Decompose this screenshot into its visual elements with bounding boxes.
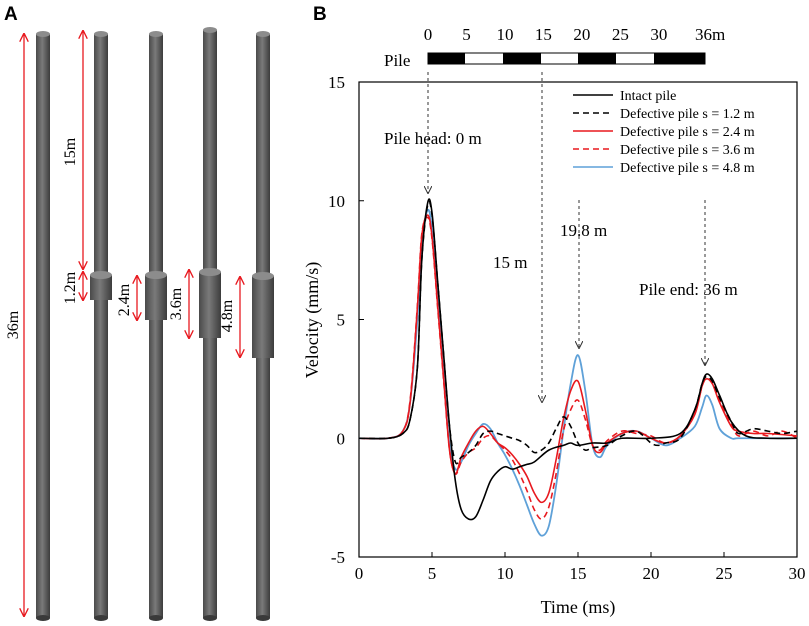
panel-a-piles <box>36 27 274 621</box>
pile-defect-2-4m <box>145 31 167 621</box>
scale-tick-label: 20 <box>573 25 590 44</box>
annotation-pile-head: Pile head: 0 m <box>384 129 482 148</box>
legend-label: Defective pile s = 2.4 m <box>620 125 755 140</box>
pile-intact <box>36 31 50 621</box>
pile-defect-3-6m <box>199 27 221 621</box>
pile-defect-1-2m <box>90 31 112 621</box>
y-tick-label: 5 <box>337 311 346 330</box>
label-3-6m: 3.6m <box>168 287 185 320</box>
y-tick-label: 10 <box>328 192 345 211</box>
annotation-19-8m: 19.8 m <box>560 221 607 240</box>
scale-tick-label: 25 <box>612 25 629 44</box>
x-tick-label: 15 <box>570 564 587 583</box>
annotation-arrows <box>428 72 705 402</box>
scale-tick-label: 0 <box>424 25 433 44</box>
label-4-8m: 4.8m <box>219 299 236 332</box>
label-1-2m: 1.2m <box>62 271 79 304</box>
scale-tick-label: 15 <box>535 25 552 44</box>
panel-a-letter: A <box>4 4 18 25</box>
x-tick-label: 25 <box>716 564 733 583</box>
legend: Intact pile Defective pile s = 1.2 m Defec… <box>573 89 755 176</box>
y-tick-label: 0 <box>337 429 346 448</box>
label-15m: 15m <box>62 137 79 166</box>
scale-tick-label: 5 <box>462 25 471 44</box>
label-2-4m: 2.4m <box>116 283 133 316</box>
x-tick-label: 5 <box>428 564 437 583</box>
series-line <box>359 208 797 537</box>
scale-tick-label: 36m <box>695 25 725 44</box>
label-36m: 36m <box>5 310 22 339</box>
pile-defect-4-8m <box>252 31 274 621</box>
series-line <box>359 198 797 521</box>
axes: 0 5 10 15 20 25 30 -5 0 5 10 15 <box>328 73 806 583</box>
y-axis-label: Velocity (mm/s) <box>302 262 323 378</box>
y-tick-label: 15 <box>328 73 345 92</box>
legend-label: Defective pile s = 4.8 m <box>620 161 755 176</box>
legend-label: Defective pile s = 1.2 m <box>620 107 755 122</box>
x-tick-label: 10 <box>497 564 514 583</box>
legend-label: Intact pile <box>620 89 676 104</box>
x-tick-label: 30 <box>789 564 806 583</box>
x-tick-label: 20 <box>643 564 660 583</box>
panel-b-letter: B <box>313 4 327 25</box>
scale-tick-label: 30 <box>650 25 667 44</box>
panel-a-dimensions <box>24 31 240 616</box>
x-axis-label: Time (ms) <box>541 597 616 618</box>
scale-bar-label: Pile <box>384 51 410 70</box>
legend-label: Defective pile s = 3.6 m <box>620 143 755 158</box>
x-tick-label: 0 <box>355 564 364 583</box>
scale-tick-label: 10 <box>496 25 513 44</box>
series-line <box>359 200 797 465</box>
y-tick-label: -5 <box>331 548 345 567</box>
data-series <box>359 198 797 537</box>
annotation-pile-end: Pile end: 36 m <box>639 280 738 299</box>
series-line <box>359 216 797 520</box>
scale-bar-ticks: 0 5 10 15 20 25 30 36m <box>424 25 725 44</box>
annotation-15m: 15 m <box>493 253 527 272</box>
pile-scale-bar: Pile 0 5 10 15 20 25 30 36m <box>384 25 725 70</box>
series-line <box>359 214 797 504</box>
